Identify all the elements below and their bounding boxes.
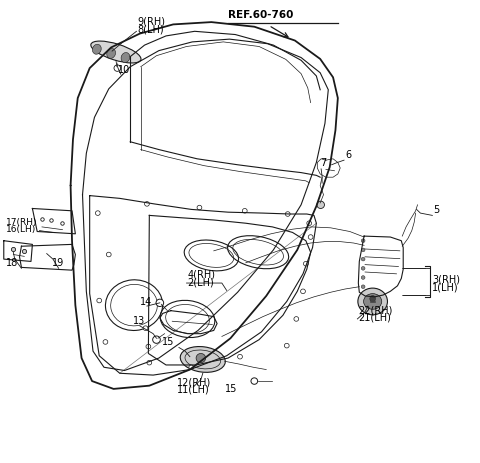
Circle shape	[303, 262, 308, 266]
Text: 11(LH): 11(LH)	[177, 384, 210, 394]
Text: 2(LH): 2(LH)	[188, 278, 214, 288]
Ellipse shape	[358, 288, 387, 315]
Circle shape	[196, 353, 205, 363]
Circle shape	[251, 378, 258, 384]
Ellipse shape	[93, 44, 101, 54]
Text: 21(LH): 21(LH)	[359, 313, 391, 323]
Circle shape	[308, 235, 313, 239]
Text: 9(RH): 9(RH)	[137, 17, 166, 27]
Circle shape	[242, 208, 247, 213]
Circle shape	[285, 212, 290, 216]
Circle shape	[300, 289, 305, 294]
Circle shape	[361, 248, 365, 252]
Circle shape	[189, 365, 194, 369]
Circle shape	[284, 344, 289, 348]
Circle shape	[96, 211, 100, 215]
Text: 15: 15	[225, 384, 237, 394]
Ellipse shape	[107, 49, 116, 58]
Circle shape	[114, 65, 120, 71]
Text: 15: 15	[162, 338, 175, 347]
Circle shape	[361, 239, 365, 243]
Circle shape	[144, 201, 149, 206]
Ellipse shape	[364, 294, 382, 309]
Text: 17(RH): 17(RH)	[6, 218, 37, 227]
Text: 5: 5	[433, 206, 440, 215]
Circle shape	[143, 326, 148, 331]
Circle shape	[361, 275, 365, 279]
Text: 13: 13	[132, 316, 145, 326]
Ellipse shape	[91, 41, 141, 63]
Circle shape	[103, 340, 108, 344]
Text: 8(LH): 8(LH)	[137, 25, 164, 35]
Text: 22(RH): 22(RH)	[359, 305, 393, 315]
Text: 10: 10	[118, 65, 131, 75]
Circle shape	[238, 354, 242, 359]
Circle shape	[147, 360, 152, 365]
Text: 16(LH): 16(LH)	[6, 225, 36, 234]
Text: REF.60-760: REF.60-760	[228, 10, 293, 20]
Ellipse shape	[121, 53, 130, 63]
Circle shape	[107, 252, 111, 257]
Circle shape	[97, 298, 102, 303]
Circle shape	[153, 336, 160, 344]
Ellipse shape	[180, 346, 225, 372]
Text: 18: 18	[6, 258, 18, 269]
Text: 19: 19	[51, 258, 64, 269]
Circle shape	[317, 201, 324, 208]
Circle shape	[361, 267, 365, 270]
Circle shape	[307, 221, 312, 225]
Text: 14: 14	[140, 297, 152, 307]
Text: 3(RH): 3(RH)	[432, 275, 460, 284]
Text: 7: 7	[320, 158, 326, 168]
Circle shape	[361, 285, 365, 288]
Circle shape	[294, 317, 299, 321]
Text: 4(RH): 4(RH)	[188, 270, 216, 280]
Text: 1(LH): 1(LH)	[432, 282, 458, 292]
Text: 12(RH): 12(RH)	[177, 377, 211, 387]
Circle shape	[156, 299, 164, 307]
Circle shape	[361, 257, 365, 261]
Text: 6: 6	[345, 150, 351, 160]
Circle shape	[146, 344, 151, 349]
Ellipse shape	[370, 295, 375, 302]
Circle shape	[197, 205, 202, 210]
